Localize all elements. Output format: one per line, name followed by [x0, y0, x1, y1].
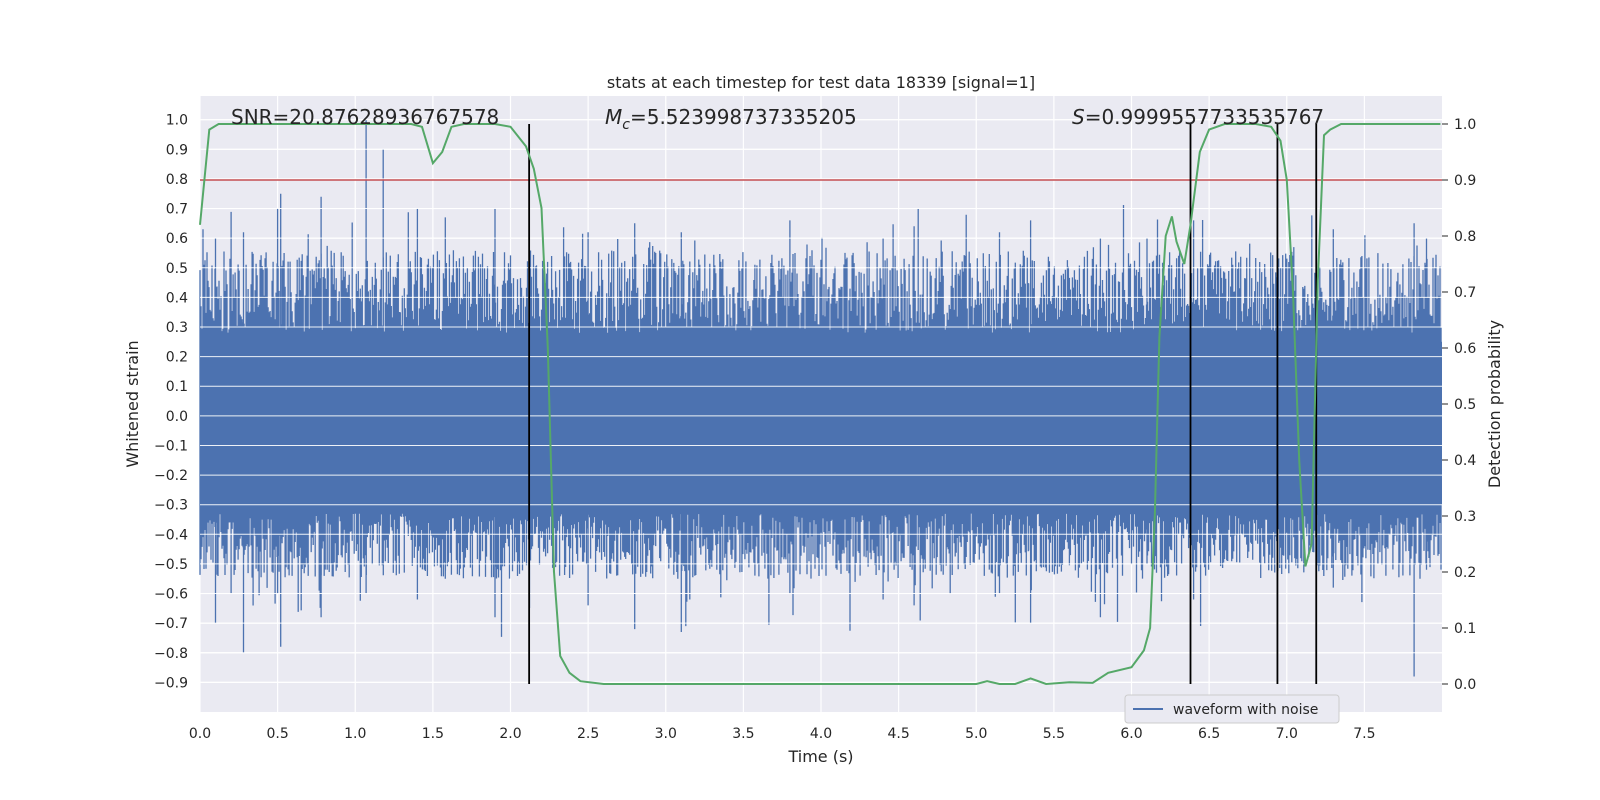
y-tick-label-left: 0.1 [166, 379, 188, 395]
y-tick-label-right: 0.1 [1454, 621, 1476, 637]
y-tick-label-left: −0.9 [154, 675, 188, 691]
s-annotation: S=0.9999557733535767 [1072, 105, 1324, 129]
y-axis-label-right: Detection probability [1485, 320, 1504, 488]
chirp-mass-annotation: Mc=5.523998737335205 [605, 105, 857, 133]
y-tick-label-left: −0.2 [154, 468, 188, 484]
y-tick-label-left: −0.8 [154, 646, 188, 662]
x-tick-label: 7.0 [1276, 726, 1298, 742]
x-tick-label: 4.0 [810, 726, 832, 742]
x-tick-label: 5.5 [1043, 726, 1065, 742]
y-tick-label-left: 0.0 [166, 409, 188, 425]
y-tick-label-left: 0.2 [166, 350, 188, 366]
chart-title: stats at each timestep for test data 183… [607, 73, 1035, 92]
y-tick-label-left: 0.6 [166, 231, 188, 247]
x-tick-label: 3.0 [655, 726, 677, 742]
legend-label-waveform: waveform with noise [1173, 702, 1318, 718]
y-tick-label-left: 1.0 [166, 113, 188, 129]
y-tick-label-left: 0.3 [166, 320, 188, 336]
x-tick-label: 2.5 [577, 726, 599, 742]
legend: waveform with noise [1124, 694, 1340, 724]
y-tick-label-right: 1.0 [1454, 117, 1476, 133]
y-tick-label-right: 0.4 [1454, 453, 1476, 469]
waveform-series [199, 119, 1442, 677]
waveform-noise [199, 119, 1442, 677]
x-tick-label: 6.0 [1120, 726, 1142, 742]
y-tick-label-right: 0.3 [1454, 509, 1476, 525]
y-tick-label-right: 0.8 [1454, 229, 1476, 245]
probability-series [199, 123, 1441, 686]
y-tick-label-left: −0.5 [154, 557, 188, 573]
x-tick-label: 0.0 [189, 726, 211, 742]
y-tick-label-left: −0.6 [154, 587, 188, 603]
x-tick-label: 5.0 [965, 726, 987, 742]
y-tick-label-left: −0.3 [154, 498, 188, 514]
y-tick-label-right: 0.2 [1454, 565, 1476, 581]
y-tick-label-left: 0.5 [166, 261, 188, 277]
y-tick-label-right: 0.6 [1454, 341, 1476, 357]
x-axis-label: Time (s) [787, 747, 853, 766]
x-tick-label: 6.5 [1198, 726, 1220, 742]
y-tick-label-right: 0.0 [1454, 677, 1476, 693]
y-tick-label-right: 0.9 [1454, 173, 1476, 189]
y-tick-label-left: −0.7 [154, 616, 188, 632]
y-tick-label-left: −0.1 [154, 438, 188, 454]
y-tick-label-left: 0.8 [166, 172, 188, 188]
y-axis-label-left: Whitened strain [123, 340, 142, 467]
y-tick-label-left: 0.9 [166, 142, 188, 158]
y-tick-label-right: 0.7 [1454, 285, 1476, 301]
x-tick-label: 1.0 [344, 726, 366, 742]
probability-line [199, 123, 1441, 686]
x-tick-label: 1.5 [422, 726, 444, 742]
x-tick-label: 0.5 [266, 726, 288, 742]
y-tick-label-right: 0.5 [1454, 397, 1476, 413]
tick-labels: 0.0 0.5 1.0 1.5 2.0 2.5 3.0 3.5 4.0 4.5 5.0 5.5 6.0 6… [154, 113, 1476, 742]
legend-box [1124, 694, 1340, 724]
x-tick-label: 7.5 [1353, 726, 1375, 742]
y-tick-label-left: −0.4 [154, 527, 188, 543]
overlay-lines [200, 119, 1442, 684]
x-tick-label: 4.5 [887, 726, 909, 742]
y-tick-label-left: 0.4 [166, 290, 188, 306]
snr-annotation: SNR=20.87628936767578 [231, 105, 499, 129]
x-tick-label: 2.0 [499, 726, 521, 742]
x-tick-label: 3.5 [732, 726, 754, 742]
y-tick-label-left: 0.7 [166, 202, 188, 218]
